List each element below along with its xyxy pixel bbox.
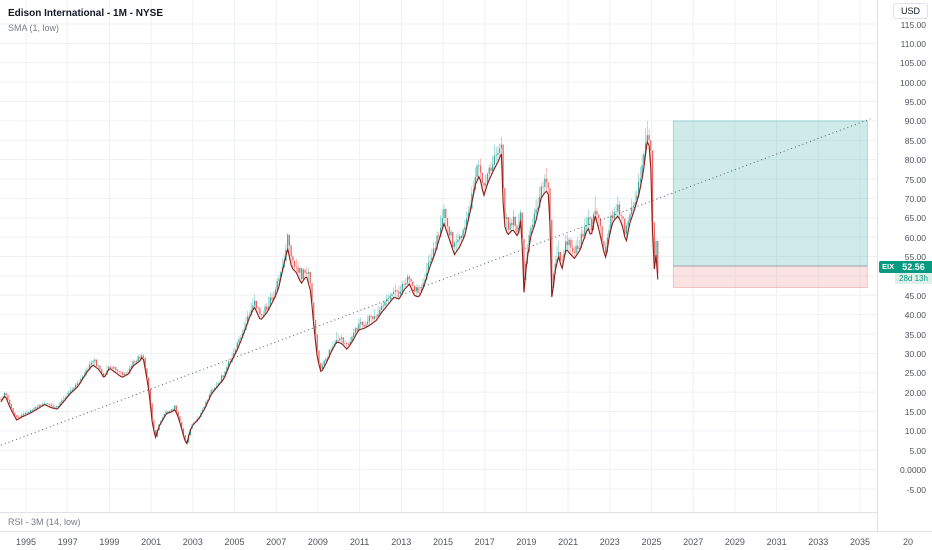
time-axis-label: 2027 xyxy=(683,537,704,547)
time-axis-label: 2023 xyxy=(599,537,620,547)
down-candles xyxy=(0,135,659,443)
time-axis-label: 1999 xyxy=(99,537,120,547)
price-axis-label: 95.00 xyxy=(904,97,926,107)
up-wicks xyxy=(2,120,657,443)
time-axis-label: 2025 xyxy=(641,537,662,547)
time-axis-label-partial: 20 xyxy=(903,537,914,547)
pane-divider[interactable] xyxy=(0,512,877,513)
price-axis-label: 20.00 xyxy=(904,387,926,398)
time-axis-label: 2005 xyxy=(224,537,245,547)
time-axis-label: 2017 xyxy=(474,537,495,547)
price-axis-label: 10.00 xyxy=(904,426,926,437)
price-axis-label: 60.00 xyxy=(904,232,926,243)
price-chart-canvas[interactable] xyxy=(0,0,877,512)
price-axis-label: 35.00 xyxy=(904,329,926,340)
time-axis-label: 2035 xyxy=(849,537,871,547)
price-axis-label: 100.00 xyxy=(900,77,926,88)
price-axis-label: 45.00 xyxy=(904,290,926,301)
time-axis-label: 2003 xyxy=(182,537,203,547)
price-axis-label: 25.00 xyxy=(904,368,926,379)
time-axis-label: 2031 xyxy=(766,537,787,547)
time-axis[interactable]: 1995 1997 1999 2001 2003 2005 2007 2009 2011 2013… xyxy=(0,531,932,550)
bar-countdown: 28d 13h xyxy=(895,273,932,284)
long-position-target-box[interactable] xyxy=(672,120,868,267)
price-axis-label: 110.00 xyxy=(900,38,926,49)
rsi-indicator-label[interactable]: RSI - 3M (14, low) xyxy=(8,517,81,527)
down-wicks xyxy=(0,129,659,444)
symbol-title[interactable]: Edison International - 1M - NYSE xyxy=(8,8,164,19)
price-axis-label: -5.00 xyxy=(906,484,926,495)
price-axis-label: 80.00 xyxy=(904,155,926,166)
time-axis-label: 2011 xyxy=(349,537,370,547)
price-axis-label: 15.00 xyxy=(904,407,926,417)
price-axis-label: 30.00 xyxy=(904,348,926,359)
time-axis-label: 2001 xyxy=(141,537,162,547)
price-axis-label: 115.00 xyxy=(900,19,926,30)
time-axis-label: 2033 xyxy=(808,537,829,547)
price-axis-label: 55.00 xyxy=(904,252,926,262)
price-axis-label: 5.00 xyxy=(909,445,926,456)
time-axis-label: 2029 xyxy=(724,537,745,547)
sma-line xyxy=(0,140,659,446)
time-axis-label: 1997 xyxy=(57,537,78,547)
price-axis-label: 65.00 xyxy=(904,213,926,224)
sma-indicator-label[interactable]: SMA (1, low) xyxy=(8,23,60,33)
time-axis-label: 2009 xyxy=(307,537,328,547)
price-axis-label: 40.00 xyxy=(904,310,926,321)
ticker-price-tag: EIX xyxy=(879,261,898,273)
price-axis-label: 85.00 xyxy=(904,135,926,146)
price-axis-label: 70.00 xyxy=(904,193,926,204)
time-axis-label: 2013 xyxy=(391,537,412,547)
time-axis-label: 1995 xyxy=(15,537,37,547)
time-axis-label: 2019 xyxy=(516,537,537,547)
time-axis-label: 2007 xyxy=(266,537,287,547)
long-position-stop-box[interactable] xyxy=(672,265,868,288)
price-axis-label: 0.0000 xyxy=(900,465,926,476)
chart-legend: Edison International - 1M - NYSE SMA (1,… xyxy=(8,8,163,33)
price-axis-label: 105.00 xyxy=(900,58,926,69)
currency-button[interactable]: USD xyxy=(892,3,928,19)
up-candles xyxy=(2,135,657,443)
time-axis-label: 2015 xyxy=(432,537,454,547)
time-axis-label: 2021 xyxy=(558,537,579,547)
price-badge[interactable]: 52.56 xyxy=(895,261,932,273)
trendline[interactable] xyxy=(0,118,871,446)
price-axis-label: 90.00 xyxy=(904,116,926,127)
price-axis-label: 75.00 xyxy=(904,174,926,185)
rsi-pane[interactable]: RSI - 3M (14, low) xyxy=(0,513,877,531)
